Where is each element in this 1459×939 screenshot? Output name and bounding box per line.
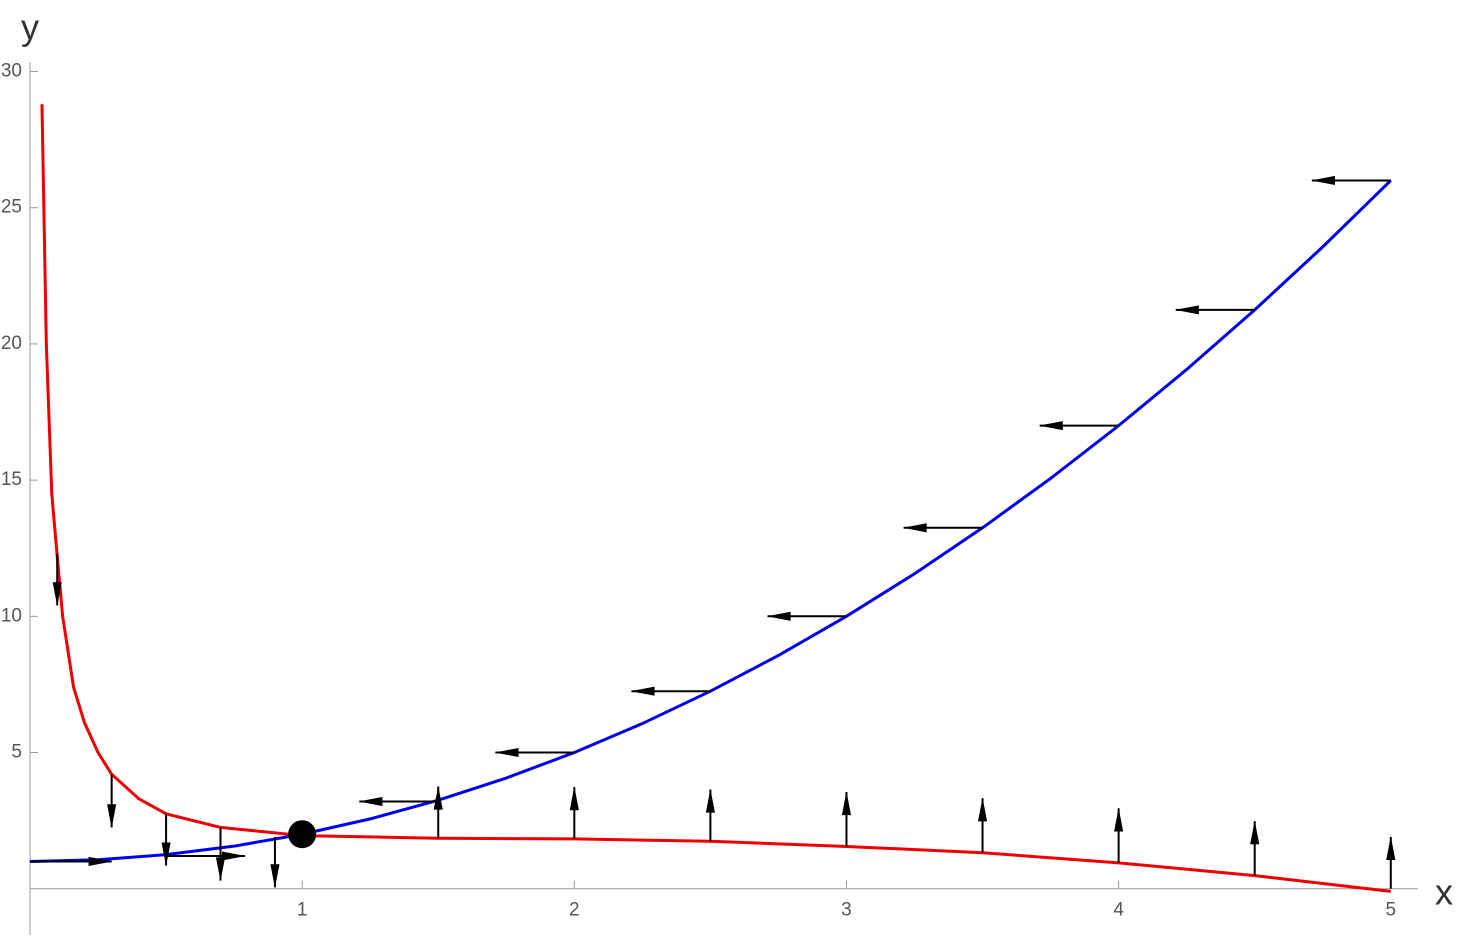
y-tick-label: 30 bbox=[1, 61, 22, 82]
y-tick-label: 20 bbox=[1, 333, 22, 354]
x-axis-label: x bbox=[1435, 872, 1453, 913]
curve bbox=[29, 179, 1392, 863]
x-tick-label: 3 bbox=[841, 900, 852, 921]
x-tick-label: 4 bbox=[1113, 900, 1124, 921]
x-tick-label: 2 bbox=[569, 900, 580, 921]
y-tick-label: 25 bbox=[1, 197, 22, 218]
curve bbox=[40, 104, 1391, 893]
y-axis-label: y bbox=[21, 7, 39, 48]
y-tick-label: 10 bbox=[1, 605, 22, 626]
equilibrium-point bbox=[288, 820, 317, 849]
y-tick-label: 15 bbox=[1, 469, 22, 490]
x-tick-label: 5 bbox=[1385, 900, 1396, 921]
x-tick-label: 1 bbox=[297, 900, 308, 921]
y-tick-label: 5 bbox=[11, 742, 22, 763]
